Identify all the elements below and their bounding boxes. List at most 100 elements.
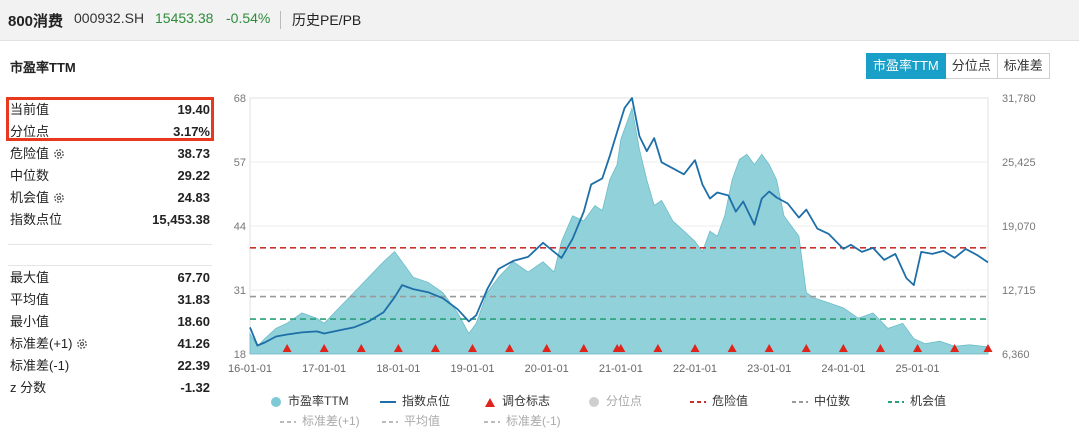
legend-label: 市盈率TTM (288, 394, 349, 408)
y-right-tick-label: 25,425 (1002, 157, 1036, 169)
legend-item[interactable]: 中位数 (792, 392, 850, 409)
stat-row: 危险值 38.73 (8, 143, 212, 165)
x-tick-label: 16-01-01 (228, 363, 272, 375)
y-left-tick-label: 31 (234, 285, 246, 297)
legend-item[interactable]: 市盈率TTM (270, 392, 349, 409)
rebalance-marker (950, 344, 960, 352)
stats-bottom: 最大值 67.70 平均值 31.83 最小值 18.60 标准差(+1) 41.26 标准差(… (8, 267, 212, 399)
stats-divider-top (8, 244, 212, 245)
rebalance-marker (505, 344, 515, 352)
stat-row: 机会值 24.83 (8, 187, 212, 209)
rebalance-marker (282, 344, 292, 352)
stat-label: 机会值 (10, 187, 65, 209)
stat-label: 危险值 (10, 143, 65, 165)
rebalance-marker (430, 344, 440, 352)
stat-row: z 分数 -1.32 (8, 377, 212, 399)
x-tick-label: 22-01-01 (673, 363, 717, 375)
highlight-box (6, 97, 214, 141)
stat-label: 最大值 (10, 270, 50, 285)
stat-value: -1.32 (180, 380, 210, 395)
y-left-tick-label: 18 (234, 349, 246, 361)
stat-row: 标准差(+1) 41.26 (8, 333, 212, 355)
index-change: -0.54% (226, 10, 271, 26)
gear-icon[interactable] (49, 146, 65, 161)
index-code: 000932.SH (74, 10, 145, 26)
stat-row: 中位数 29.22 (8, 165, 212, 187)
legend-row-2: 标准差(+1) 平均值 标准差(-1) (270, 412, 990, 432)
rebalance-marker (875, 344, 885, 352)
rebalance-marker (468, 344, 478, 352)
stat-value: 22.39 (177, 358, 210, 373)
rebalance-marker (801, 344, 811, 352)
stat-label: 分位点 (10, 124, 50, 139)
stat-row: 标准差(-1) 22.39 (8, 355, 212, 377)
stat-label: 平均值 (10, 292, 50, 307)
rebalance-marker (764, 344, 774, 352)
stat-row: 当前值 19.40 (8, 99, 212, 121)
stat-row: 分位点 3.17% (8, 121, 212, 143)
rebalance-marker (319, 344, 329, 352)
legend-item[interactable]: 分位点 (588, 392, 642, 409)
legend-item[interactable]: 标准差(-1) (484, 412, 561, 429)
gear-icon[interactable] (49, 190, 65, 205)
stat-value: 41.26 (177, 336, 210, 351)
stat-label: 指数点位 (10, 212, 63, 227)
legend-item[interactable]: 指数点位 (380, 392, 450, 409)
rebalance-marker (579, 344, 589, 352)
rebalance-marker (653, 344, 663, 352)
stat-row: 平均值 31.83 (8, 289, 212, 311)
rebalance-marker (727, 344, 737, 352)
legend-item[interactable]: 平均值 (382, 412, 440, 429)
x-tick-label: 23-01-01 (747, 363, 791, 375)
pe-area-series (249, 106, 989, 355)
x-tick-label: 21-01-01 (599, 363, 643, 375)
legend-label: 指数点位 (402, 394, 451, 408)
tab-percentile[interactable]: 分位点 (945, 53, 998, 79)
stat-value: 19.40 (177, 102, 210, 117)
tab-std-dev[interactable]: 标准差 (997, 53, 1050, 79)
stats-top: 当前值 19.40 分位点 3.17% 危险值 38.73 中位数 29.22 机会值 24.83… (8, 99, 212, 231)
legend-item[interactable]: 机会值 (888, 392, 946, 409)
x-tick-label: 17-01-01 (302, 363, 346, 375)
y-right-tick-label: 31,780 (1002, 93, 1036, 105)
stat-value: 67.70 (177, 270, 210, 285)
rebalance-marker (393, 344, 403, 352)
x-tick-label: 25-01-01 (896, 363, 940, 375)
stat-row: 最大值 67.70 (8, 267, 212, 289)
x-tick-label: 20-01-01 (525, 363, 569, 375)
legend-item[interactable]: 危险值 (690, 392, 748, 409)
stat-value: 31.83 (177, 292, 210, 307)
y-left-tick-label: 57 (234, 157, 246, 169)
legend-label: 危险值 (712, 394, 749, 408)
stat-row: 最小值 18.60 (8, 311, 212, 333)
x-tick-label: 19-01-01 (450, 363, 494, 375)
metric-tabs: 市盈率TTM 分位点 标准差 (866, 53, 1050, 79)
x-tick-label: 24-01-01 (821, 363, 865, 375)
y-left-tick-label: 68 (234, 93, 246, 105)
index-price: 15453.38 (155, 10, 214, 26)
rebalance-marker (356, 344, 366, 352)
stat-value: 15,453.38 (152, 212, 210, 227)
legend-label: 标准差(+1) (302, 414, 360, 428)
history-pe-pb-link[interactable]: 历史PE/PB (292, 12, 362, 28)
legend-item[interactable]: 标准差(+1) (280, 412, 360, 429)
stat-value: 24.83 (177, 190, 210, 205)
stat-label: 标准差(+1) (10, 333, 88, 355)
rebalance-marker (838, 344, 848, 352)
y-right-tick-label: 12,715 (1002, 285, 1036, 297)
rebalance-marker (983, 344, 993, 352)
section-title: 市盈率TTM (10, 60, 76, 75)
tab-pe-ttm[interactable]: 市盈率TTM (866, 53, 946, 79)
rebalance-marker (616, 344, 626, 352)
y-right-tick-label: 6,360 (1002, 349, 1030, 361)
legend-row-1: 市盈率TTM 指数点位 调仓标志 分位点 危险值 中位数 机会值 (270, 392, 990, 412)
x-tick-label: 18-01-01 (376, 363, 420, 375)
legend-item[interactable]: 调仓标志 (484, 392, 550, 409)
y-right-tick-label: 19,070 (1002, 221, 1036, 233)
stat-label: 标准差(-1) (10, 358, 70, 373)
legend-label: 标准差(-1) (506, 414, 561, 428)
stat-label: 当前值 (10, 102, 50, 117)
y-left-tick-label: 44 (234, 221, 246, 233)
stat-label: 中位数 (10, 168, 50, 183)
gear-icon[interactable] (72, 336, 88, 351)
